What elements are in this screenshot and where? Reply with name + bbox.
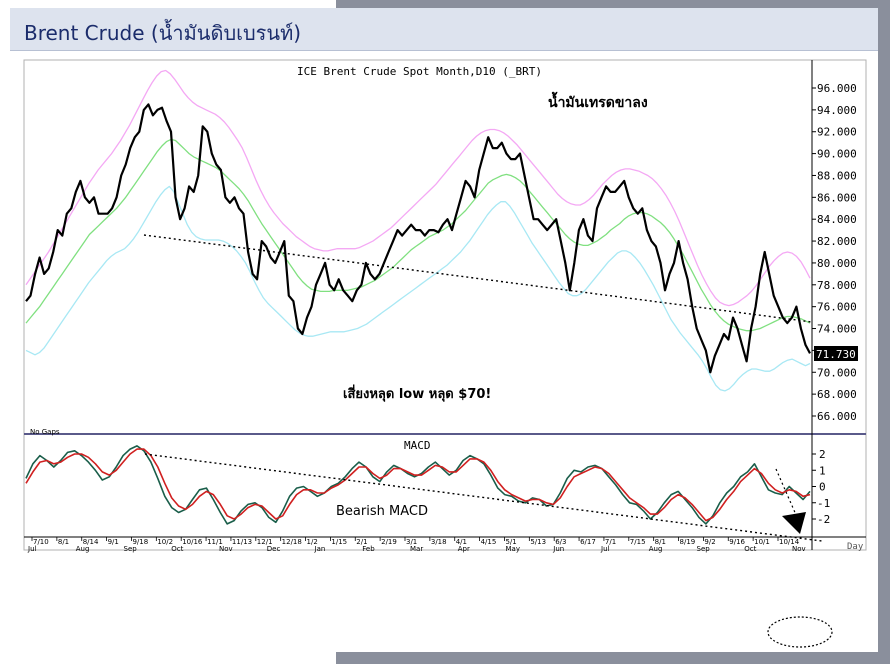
price-y-tick-label: 66.000 (817, 410, 857, 423)
price-y-tick-label: 76.000 (817, 301, 857, 314)
x-tick-label: 6/17 (580, 538, 596, 546)
x-month-label: Oct (744, 545, 756, 553)
last-value-box (814, 346, 858, 361)
price-line (25, 103, 811, 374)
signal-line (25, 448, 811, 522)
price-y-tick-label: 88.000 (817, 169, 857, 182)
x-tick-label: 1/15 (331, 538, 347, 546)
x-tick-label: 11/1 (207, 538, 223, 546)
x-tick-label: 8/14 (83, 538, 99, 546)
price-y-tick-label: 68.000 (817, 388, 857, 401)
down-arrow-icon (782, 512, 806, 534)
price-y-tick-label: 70.000 (817, 366, 857, 379)
price-y-tick-label: 74.000 (817, 323, 857, 336)
macd-y-tick-label: 2 (819, 448, 826, 461)
slide-title: Brent Crude (น้ำมันดิบเบรนท์) (24, 21, 302, 45)
x-tick-label: 8/1 (58, 538, 69, 546)
x-month-label: Aug (649, 545, 663, 553)
x-tick-label: 9/2 (704, 538, 715, 546)
x-month-label: Aug (76, 545, 90, 553)
x-tick-label: 10/14 (779, 538, 800, 546)
x-month-label: Mar (410, 545, 423, 553)
upper-band-line (25, 69, 811, 307)
risk-note: เสี่ยงหลุด low หลุด $70! (343, 384, 491, 402)
x-tick-label: 8/1 (655, 538, 666, 546)
x-tick-label: 4/15 (481, 538, 497, 546)
x-tick-label: 7/1 (605, 538, 616, 546)
price-y-tick-label: 86.000 (817, 191, 857, 204)
x-tick-label: 1/2 (307, 538, 318, 546)
lower-band-line (25, 185, 811, 392)
x-tick-label: 12/18 (282, 538, 302, 546)
x-month-label: Sep (124, 545, 138, 553)
x-tick-label: 2/19 (381, 538, 397, 546)
x-month-label: Sep (697, 545, 711, 553)
macd-y-tick-label: -1 (817, 497, 830, 510)
price-chart-title: ICE Brent Crude Spot Month,D10 (_BRT) (297, 65, 542, 78)
x-month-label: Jul (600, 545, 610, 553)
last-value-label: 71.730 (816, 348, 856, 361)
x-month-label: Jan (314, 545, 326, 553)
x-tick-label: 12/1 (257, 538, 273, 546)
x-tick-label: 2/1 (356, 538, 367, 546)
macd-downtrend-line (144, 453, 823, 542)
x-tick-label: 4/1 (456, 538, 467, 546)
price-y-tick-label: 92.000 (817, 126, 857, 139)
x-tick-label: 8/19 (680, 538, 696, 546)
macd-y-tick-label: 0 (819, 481, 826, 494)
x-month-label: Feb (362, 545, 375, 553)
x-tick-label: 3/18 (431, 538, 447, 546)
x-month-label: Apr (458, 545, 470, 553)
price-y-tick-label: 84.000 (817, 213, 857, 226)
price-y-tick-label: 82.000 (817, 235, 857, 248)
macd-y-tick-label: -2 (817, 513, 830, 526)
trend-note: น้ำมันเทรดขาลง (548, 91, 648, 111)
price-y-tick-label: 94.000 (817, 104, 857, 117)
price-y-tick-label: 80.000 (817, 257, 857, 270)
price-y-tick-label: 90.000 (817, 148, 857, 161)
x-tick-label: 7/15 (630, 538, 646, 546)
x-month-label: Oct (171, 545, 183, 553)
price-downtrend-line (143, 234, 813, 323)
x-tick-label: 10/2 (157, 538, 173, 546)
x-axis-unit: Day (847, 542, 864, 552)
macd-y-tick-label: 1 (819, 464, 826, 477)
x-tick-label: 6/3 (555, 538, 566, 546)
x-tick-label: 5/1 (505, 538, 516, 546)
x-month-label: Nov (219, 545, 233, 553)
slide-title-bar: Brent Crude (น้ำมันดิบเบรนท์) (10, 8, 878, 51)
x-month-label: Jun (552, 545, 564, 553)
x-tick-label: 9/1 (108, 538, 119, 546)
chart-panel-frame (23, 59, 867, 551)
x-month-label: Dec (267, 545, 281, 553)
x-tick-label: 10/16 (182, 538, 203, 546)
macd-title: MACD (404, 439, 431, 452)
x-month-label: Jul (27, 545, 37, 553)
x-tick-label: 7/10 (33, 538, 49, 546)
x-tick-label: 10/1 (754, 538, 770, 546)
placeholder-ellipse (767, 616, 833, 648)
x-month-label: Nov (792, 545, 806, 553)
price-y-tick-label: 78.000 (817, 279, 857, 292)
price-y-tick-label: 96.000 (817, 82, 857, 95)
slide-canvas (10, 8, 878, 656)
x-tick-label: 9/18 (132, 538, 148, 546)
x-tick-label: 3/1 (406, 538, 417, 546)
macd-note: Bearish MACD (336, 504, 428, 519)
gaps-label: No Gaps (30, 428, 60, 436)
x-tick-label: 9/16 (729, 538, 745, 546)
x-month-label: May (506, 545, 520, 553)
slide-frame-bottom (336, 652, 890, 664)
x-tick-label: 11/13 (232, 538, 252, 546)
x-tick-label: 5/13 (530, 538, 546, 546)
